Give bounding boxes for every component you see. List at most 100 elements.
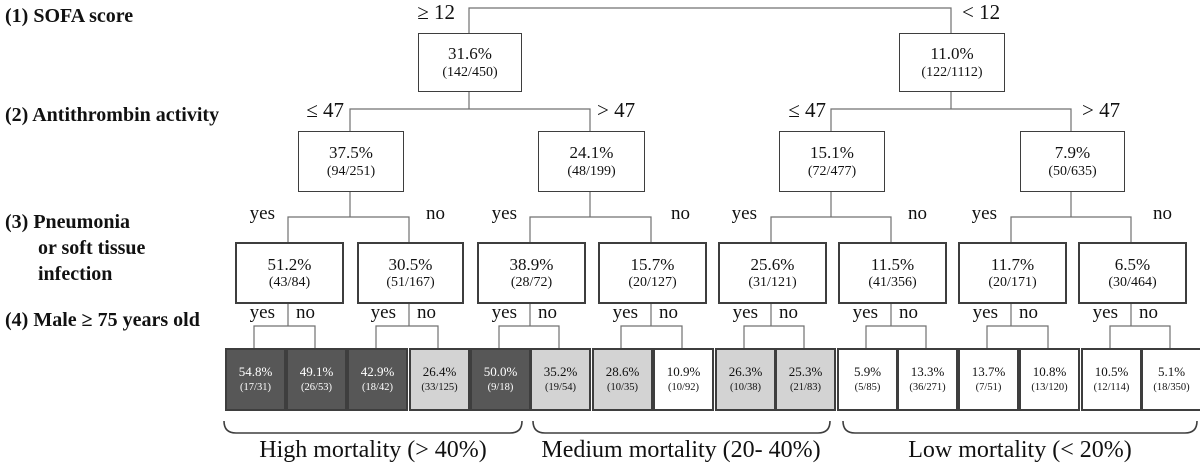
leaf-frac: (26/53) xyxy=(301,382,332,394)
leaf-frac: (19/54) xyxy=(545,382,576,394)
branch-label-yes: yes xyxy=(972,302,998,323)
branch-label-yes: yes xyxy=(852,302,878,323)
split-label-at-gt47-2: > 47 xyxy=(1082,98,1121,122)
leaf-frac: (10/35) xyxy=(607,382,638,394)
leaf-frac: (33/125) xyxy=(421,382,458,394)
leaf-node: 5.9% (5/85) xyxy=(837,348,898,411)
node-l3-6: 11.7% (20/171) xyxy=(958,242,1067,304)
node-pct: 15.7% xyxy=(630,254,675,274)
node-sofa-lt12: 11.0% (122/1112) xyxy=(899,33,1005,92)
branch-label-no: no xyxy=(659,302,678,323)
node-l2-2: 15.1% (72/477) xyxy=(779,131,885,192)
node-frac: (122/1112) xyxy=(921,64,983,80)
leaf-pct: 10.8% xyxy=(1032,364,1067,380)
node-frac: (41/356) xyxy=(868,275,917,291)
branch-label-no: no xyxy=(779,302,798,323)
leaf-node: 25.3% (21/83) xyxy=(775,348,836,411)
branch-label-yes: yes xyxy=(971,203,997,224)
leaf-node: 26.4% (33/125) xyxy=(409,348,470,411)
leaf-node: 50.0% (9/18) xyxy=(470,348,531,411)
node-pct: 38.9% xyxy=(509,254,554,274)
leaf-node: 28.6% (10/35) xyxy=(592,348,653,411)
node-frac: (94/251) xyxy=(326,163,376,179)
branch-label-no: no xyxy=(671,203,690,224)
row-label-male-age: (4) Male ≥ 75 years old xyxy=(5,309,200,331)
leaf-frac: (18/42) xyxy=(362,382,393,394)
node-sofa-ge12: 31.6% (142/450) xyxy=(418,33,522,92)
leaf-frac: (17/31) xyxy=(240,382,271,394)
node-l2-0: 37.5% (94/251) xyxy=(298,131,404,192)
node-l3-7: 6.5% (30/464) xyxy=(1078,242,1187,304)
leaf-frac: (12/114) xyxy=(1093,382,1130,394)
node-frac: (48/199) xyxy=(567,163,616,179)
leaf-pct: 5.1% xyxy=(1157,364,1186,380)
leaf-pct: 50.0% xyxy=(483,364,518,380)
legend-medium-mortality: Medium mortality (20- 40%) xyxy=(541,437,821,463)
row-label-sofa: (1) SOFA score xyxy=(5,5,134,27)
node-pct: 15.1% xyxy=(810,143,854,163)
legend-high-mortality: High mortality (> 40%) xyxy=(259,437,487,463)
branch-label-no: no xyxy=(426,203,445,224)
leaf-node: 42.9% (18/42) xyxy=(347,348,408,411)
node-pct: 11.5% xyxy=(870,254,915,274)
node-frac: (72/477) xyxy=(807,163,857,179)
node-l3-1: 30.5% (51/167) xyxy=(357,242,464,304)
branch-label-no: no xyxy=(417,302,436,323)
leaf-pct: 13.7% xyxy=(971,364,1006,380)
leaf-node: 49.1% (26/53) xyxy=(286,348,347,411)
node-pct: 11.7% xyxy=(990,254,1035,274)
node-pct: 11.0% xyxy=(930,44,974,64)
branch-label-no: no xyxy=(538,302,557,323)
node-l3-4: 25.6% (31/121) xyxy=(718,242,827,304)
split-label-at-le47-1: ≤ 47 xyxy=(306,98,344,122)
branch-label-no: no xyxy=(296,302,315,323)
leaf-frac: (36/271) xyxy=(909,382,946,394)
leaf-pct: 28.6% xyxy=(605,364,640,380)
leaf-pct: 26.3% xyxy=(728,364,763,380)
node-l3-2: 38.9% (28/72) xyxy=(477,242,586,304)
leaf-frac: (7/51) xyxy=(975,382,1002,394)
branch-label-yes: yes xyxy=(731,203,757,224)
leaf-pct: 10.9% xyxy=(666,364,701,380)
leaf-pct: 13.3% xyxy=(910,364,945,380)
split-label-sofa-ge12: ≥ 12 xyxy=(417,0,455,24)
split-label-at-gt47-1: > 47 xyxy=(597,98,636,122)
leaf-pct: 10.5% xyxy=(1094,364,1129,380)
leaf-node: 10.8% (13/120) xyxy=(1019,348,1080,411)
leaf-frac: (10/92) xyxy=(668,382,699,394)
node-frac: (20/171) xyxy=(988,275,1037,291)
row-label-pneumonia-line2: or soft tissue xyxy=(38,237,146,259)
node-pct: 30.5% xyxy=(388,254,433,274)
row-label-pneumonia-line3: infection xyxy=(38,263,113,285)
node-frac: (20/127) xyxy=(628,275,677,291)
leaf-node: 26.3% (10/38) xyxy=(715,348,776,411)
leaf-pct: 26.4% xyxy=(422,364,457,380)
node-pct: 51.2% xyxy=(267,254,312,274)
node-frac: (28/72) xyxy=(510,275,553,291)
node-pct: 31.6% xyxy=(448,44,492,64)
node-frac: (43/84) xyxy=(268,275,311,291)
branch-label-yes: yes xyxy=(491,302,517,323)
leaf-frac: (13/120) xyxy=(1031,382,1068,394)
branch-label-yes: yes xyxy=(612,302,638,323)
leaf-pct: 35.2% xyxy=(543,364,578,380)
node-frac: (30/464) xyxy=(1108,275,1157,291)
node-frac: (31/121) xyxy=(748,275,797,291)
split-label-sofa-lt12: < 12 xyxy=(962,0,1001,24)
legend-low-mortality: Low mortality (< 20%) xyxy=(908,437,1132,463)
branch-label-yes: yes xyxy=(1092,302,1118,323)
branch-label-no: no xyxy=(1139,302,1158,323)
split-label-at-le47-2: ≤ 47 xyxy=(788,98,826,122)
branch-label-yes: yes xyxy=(491,203,517,224)
branch-label-yes: yes xyxy=(249,302,275,323)
leaf-node: 13.3% (36/271) xyxy=(897,348,958,411)
node-l3-0: 51.2% (43/84) xyxy=(235,242,344,304)
node-l3-3: 15.7% (20/127) xyxy=(598,242,707,304)
leaf-node: 5.1% (18/350) xyxy=(1141,348,1200,411)
branch-label-no: no xyxy=(908,203,927,224)
node-pct: 24.1% xyxy=(569,143,614,163)
leaf-pct: 49.1% xyxy=(299,364,334,380)
bracket-high-mortality xyxy=(223,420,523,434)
node-pct: 7.9% xyxy=(1054,143,1091,163)
leaf-node: 10.5% (12/114) xyxy=(1081,348,1142,411)
